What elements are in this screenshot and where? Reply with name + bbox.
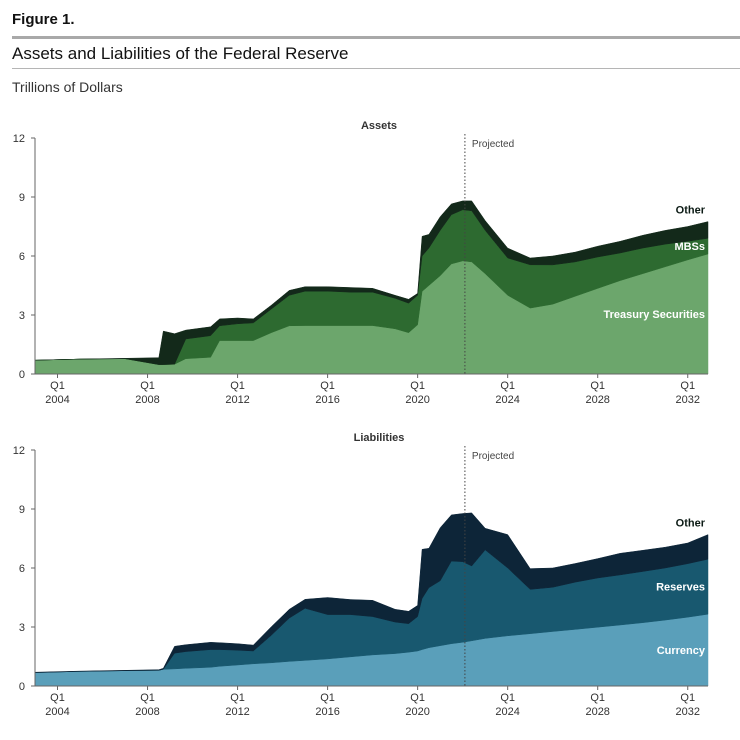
assets-x-tick-year: 2020 bbox=[405, 394, 429, 406]
assets-x-tick-quarter: Q1 bbox=[680, 380, 695, 392]
assets-panel-title: Assets bbox=[361, 120, 397, 132]
assets-x-tick-quarter: Q1 bbox=[140, 380, 155, 392]
liabilities-x-tick-quarter: Q1 bbox=[50, 692, 65, 704]
liabilities-x-tick-quarter: Q1 bbox=[140, 692, 155, 704]
liabilities-x-tick-year: 2028 bbox=[585, 706, 609, 718]
liabilities-x-tick-quarter: Q1 bbox=[320, 692, 335, 704]
assets-y-tick-label: 6 bbox=[19, 251, 25, 263]
liabilities-chart: Currency Reserves Other 0 3 6 9 12 Q1 2004 Q1 2008 Q… bbox=[13, 432, 709, 718]
assets-x-tick-year: 2028 bbox=[585, 394, 609, 406]
liabilities-projected-label: Projected bbox=[472, 451, 514, 462]
assets-y-tick-label: 0 bbox=[19, 369, 25, 381]
assets-chart: Treasury Securities MBSs Other 0 3 6 9 12 Q1 2004… bbox=[13, 120, 709, 406]
liabilities-x-tick-year: 2016 bbox=[315, 706, 339, 718]
liabilities-y-tick-label: 9 bbox=[19, 504, 25, 516]
assets-x-tick-quarter: Q1 bbox=[410, 380, 425, 392]
assets-y-tick-label: 12 bbox=[13, 133, 25, 145]
liabilities-x-tick-quarter: Q1 bbox=[590, 692, 605, 704]
title-divider-thick bbox=[12, 36, 740, 39]
units-label: Trillions of Dollars bbox=[12, 79, 123, 95]
liabilities-area-other bbox=[34, 512, 709, 673]
assets-x-tick-quarter: Q1 bbox=[320, 380, 335, 392]
assets-y-tick-label: 3 bbox=[19, 310, 25, 322]
assets-x-tick-quarter: Q1 bbox=[230, 380, 245, 392]
liabilities-x-tick-quarter: Q1 bbox=[410, 692, 425, 704]
liabilities-x-tick-year: 2008 bbox=[135, 706, 159, 718]
figure-label: Figure 1. bbox=[12, 11, 75, 28]
assets-series-label-mbss: MBSs bbox=[674, 241, 705, 253]
liabilities-x-tick-year: 2004 bbox=[45, 706, 69, 718]
assets-x-tick-quarter: Q1 bbox=[590, 380, 605, 392]
assets-x-tick-quarter: Q1 bbox=[500, 380, 515, 392]
assets-series-label-treasury-securities: Treasury Securities bbox=[603, 309, 705, 321]
liabilities-panel-title: Liabilities bbox=[354, 432, 405, 444]
liabilities-y-tick-label: 12 bbox=[13, 445, 25, 457]
liabilities-series-label-reserves: Reserves bbox=[656, 582, 705, 594]
assets-series-label-other: Other bbox=[676, 205, 706, 217]
liabilities-x-tick-year: 2024 bbox=[495, 706, 519, 718]
assets-x-tick-year: 2012 bbox=[225, 394, 249, 406]
assets-x-tick-year: 2004 bbox=[45, 394, 69, 406]
assets-x-tick-year: 2008 bbox=[135, 394, 159, 406]
liabilities-x-tick-year: 2032 bbox=[676, 706, 700, 718]
liabilities-y-tick-label: 6 bbox=[19, 563, 25, 575]
assets-area-other bbox=[34, 200, 709, 365]
assets-x-tick-year: 2024 bbox=[495, 394, 519, 406]
assets-y-tick-label: 9 bbox=[19, 192, 25, 204]
liabilities-x-tick-quarter: Q1 bbox=[230, 692, 245, 704]
assets-x-tick-year: 2016 bbox=[315, 394, 339, 406]
figure-title: Assets and Liabilities of the Federal Re… bbox=[12, 44, 349, 63]
liabilities-x-tick-quarter: Q1 bbox=[500, 692, 515, 704]
assets-x-tick-quarter: Q1 bbox=[50, 380, 65, 392]
liabilities-y-tick-label: 0 bbox=[19, 681, 25, 693]
assets-projected-label: Projected bbox=[472, 139, 514, 150]
liabilities-x-tick-quarter: Q1 bbox=[680, 692, 695, 704]
title-divider-thin bbox=[12, 68, 740, 69]
liabilities-series-label-other: Other bbox=[676, 518, 706, 530]
liabilities-y-tick-label: 3 bbox=[19, 622, 25, 634]
liabilities-x-tick-year: 2020 bbox=[405, 706, 429, 718]
assets-x-tick-year: 2032 bbox=[676, 394, 700, 406]
liabilities-x-tick-year: 2012 bbox=[225, 706, 249, 718]
liabilities-series-label-currency: Currency bbox=[657, 645, 706, 657]
